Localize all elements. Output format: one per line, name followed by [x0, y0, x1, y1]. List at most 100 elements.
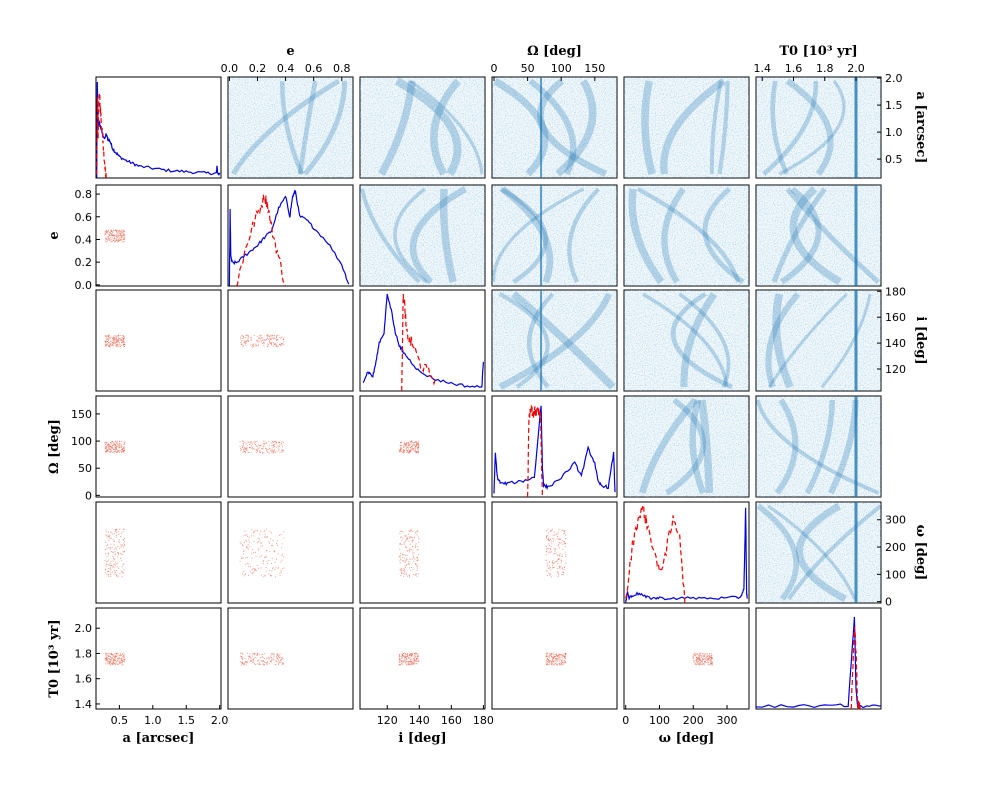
scatter-point: [411, 655, 413, 657]
scatter-point: [563, 542, 565, 544]
scatter-point: [710, 656, 712, 658]
scatter-point: [110, 235, 112, 237]
scatter-point: [258, 444, 260, 446]
scatter-point: [117, 663, 119, 665]
scatter-point: [263, 658, 265, 659]
scatter-point: [105, 541, 107, 543]
scatter-point: [112, 566, 114, 568]
axis-label-e: e: [286, 44, 294, 59]
scatter-point: [123, 342, 125, 343]
scatter-point: [406, 663, 407, 665]
scatter-point: [264, 536, 266, 538]
scatter-point: [400, 442, 401, 443]
scatter-point: [117, 451, 119, 453]
scatter-point: [404, 561, 406, 563]
scatter-point: [695, 660, 697, 662]
scatter-point: [411, 445, 413, 447]
axis-label-omega: ω [deg]: [659, 731, 715, 746]
scatter-point: [117, 241, 119, 243]
scatter-point: [249, 655, 251, 657]
scatter-point: [283, 341, 285, 343]
scatter-point: [564, 660, 566, 662]
scatter-point: [109, 562, 111, 564]
scatter-point: [242, 571, 244, 573]
scatter-point: [257, 537, 259, 539]
scatter-point: [413, 661, 415, 663]
scatter-point: [545, 655, 547, 657]
scatter-point: [110, 664, 112, 666]
tick-label: 0.4: [75, 233, 93, 246]
scatter-point: [404, 554, 406, 556]
scatter-point: [414, 450, 416, 452]
scatter-point: [269, 530, 271, 532]
scatter-point: [276, 656, 278, 658]
scatter-point: [107, 443, 109, 445]
density-band: [661, 187, 686, 284]
tick-label: 100: [649, 714, 670, 727]
scatter-point: [407, 452, 409, 454]
density-band: [804, 399, 836, 495]
scatter-point: [399, 543, 401, 545]
scatter-point: [401, 544, 403, 545]
scatter-point: [117, 240, 119, 242]
scatter-point: [243, 441, 245, 443]
scatter-point: [266, 335, 268, 337]
scatter-point: [407, 538, 409, 540]
scatter-point: [267, 656, 269, 658]
tick-label: 2.0: [211, 714, 229, 727]
scatter-point: [692, 656, 694, 658]
scatter-point: [407, 663, 409, 665]
scatter-point: [414, 442, 416, 443]
scatter-point: [262, 446, 264, 448]
scatter-point: [704, 654, 706, 656]
scatter-point: [401, 653, 403, 655]
density-band: [774, 398, 799, 495]
scatter-point: [259, 450, 261, 452]
scatter-point: [113, 558, 115, 560]
scatter-point: [245, 539, 247, 541]
scatter-point: [260, 530, 262, 532]
scatter-point: [402, 653, 404, 655]
scatter-point: [550, 662, 552, 664]
scatter-point: [398, 661, 400, 663]
scatter-point: [415, 444, 417, 446]
scatter-point: [564, 655, 566, 657]
scatter-point: [563, 530, 565, 532]
scatter-point: [112, 571, 113, 573]
scatter-point: [249, 546, 251, 548]
scatter-point: [116, 238, 118, 239]
scatter-point: [399, 543, 400, 545]
scatter-point: [256, 655, 258, 656]
density-band: [498, 292, 612, 390]
scatter-point: [263, 345, 265, 347]
scatter-point: [106, 444, 108, 446]
scatter-point: [112, 342, 114, 344]
scatter-point: [565, 562, 567, 564]
scatter-point: [401, 556, 403, 558]
scatter-point: [562, 543, 564, 545]
scatter-point: [270, 656, 272, 658]
density-band: [394, 77, 462, 177]
panel-T0-vs-e: [227, 607, 354, 710]
scatter-point: [417, 559, 418, 561]
scatter-point: [116, 335, 118, 337]
scatter-point: [547, 659, 549, 661]
scatter-point: [705, 653, 707, 655]
scatter-point: [121, 545, 123, 547]
scatter-point: [546, 534, 548, 536]
scatter-point: [411, 446, 413, 448]
histogram-line-blue: [625, 507, 748, 603]
scatter-point: [711, 655, 713, 657]
tick-label: 0: [622, 714, 629, 727]
scatter-point: [248, 565, 249, 567]
scatter-point: [115, 345, 117, 347]
scatter-point: [416, 556, 418, 558]
scatter-point: [112, 654, 114, 656]
scatter-point: [409, 576, 410, 578]
scatter-point: [121, 448, 123, 450]
scatter-point: [552, 660, 554, 662]
scatter-point: [408, 657, 409, 659]
scatter-point: [412, 654, 414, 656]
scatter-point: [399, 445, 401, 447]
scatter-point: [114, 237, 115, 239]
